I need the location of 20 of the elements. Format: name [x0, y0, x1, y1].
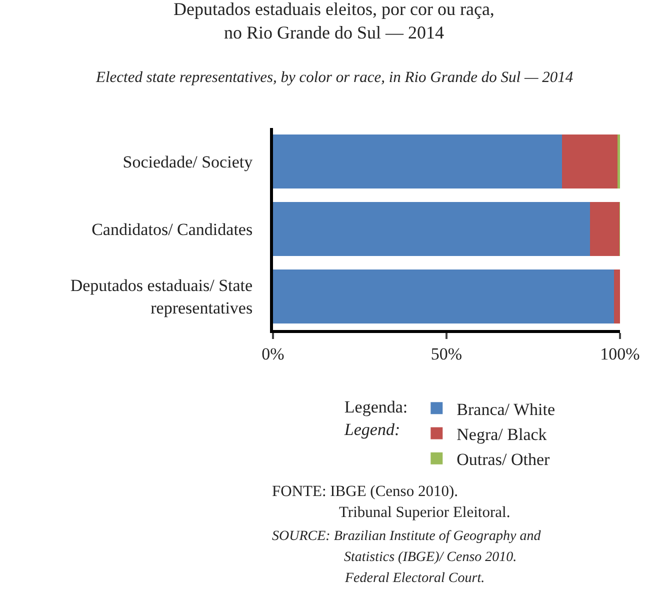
- legend-label: Branca/ White: [456, 400, 555, 419]
- bar: [590, 202, 620, 256]
- bar: [273, 269, 614, 324]
- source-note: SOURCE: Brazilian Institute of Geography and Statistics (IBGE)/ Censo 2010. Federal Electoral Court.: [272, 529, 542, 586]
- legend-label: Outras/ Other: [456, 450, 550, 469]
- y-tick-label: Candidatos/ Candidates: [92, 220, 253, 239]
- bar: [614, 269, 620, 324]
- chart-title: Deputados estaduais eleitos, por cor ou raça, no Rio Grande do Sul — 2014: [174, 0, 494, 43]
- y-tick-label: Deputados estaduais/ State representatives: [70, 276, 253, 318]
- bar: [273, 202, 590, 256]
- x-tick-label: 0%: [262, 344, 284, 364]
- source-note: FONTE: IBGE (Censo 2010). Tribunal Superior Eleitoral.: [272, 483, 510, 521]
- y-tick-label: Sociedade/ Society: [122, 152, 254, 172]
- bar: [273, 134, 562, 189]
- x-tick-label: 100%: [600, 344, 640, 364]
- legend-label: Negra/ Black: [456, 424, 548, 444]
- x-tick-label: 50%: [430, 344, 462, 364]
- chart-subtitle: Elected state representatives, by color or race, in Rio Grande do Sul — 2014: [95, 69, 574, 86]
- legend-title: Legenda: Legend:: [343, 398, 408, 439]
- bar: [562, 134, 618, 189]
